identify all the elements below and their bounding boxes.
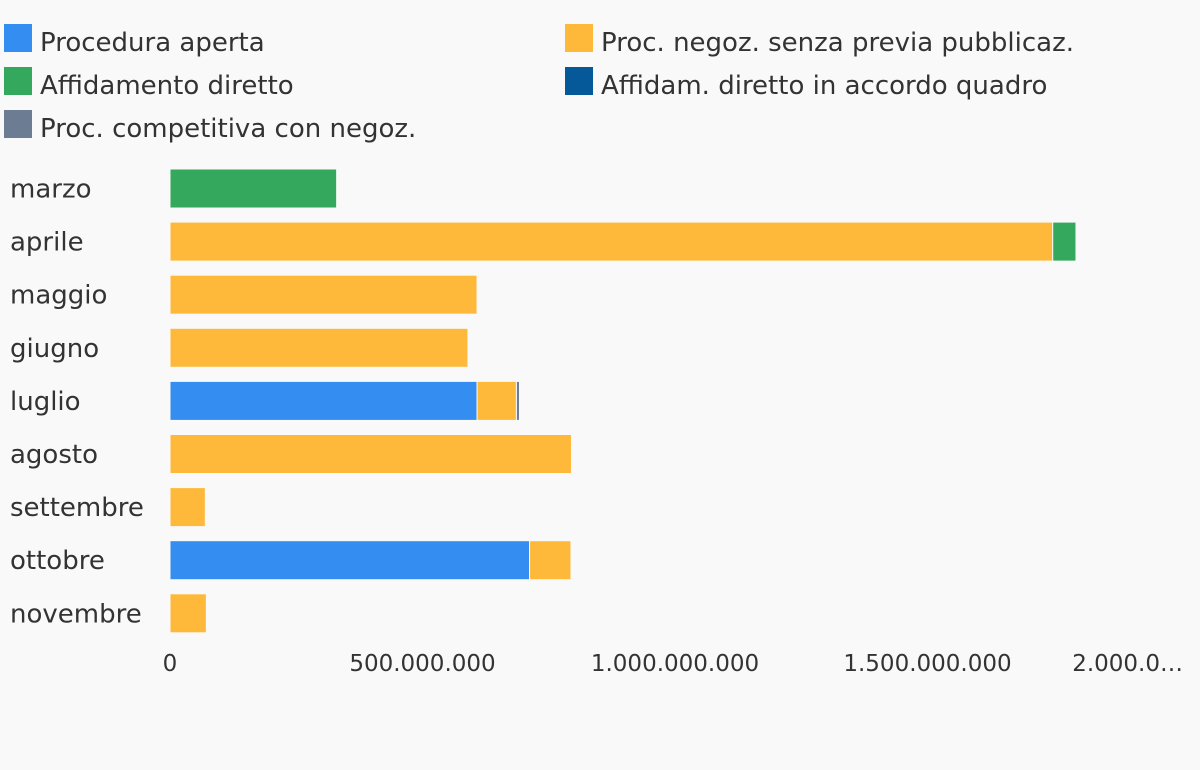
legend-label: Proc. negoz. senza previa pubblicaz. bbox=[601, 28, 1074, 58]
category-label-marzo: marzo bbox=[10, 175, 92, 205]
bar-luglio-proc-competitiva-con-negoz[interactable] bbox=[515, 380, 520, 421]
legend-label: Procedura aperta bbox=[40, 28, 265, 58]
x-tick-label: 500.000.000 bbox=[349, 651, 495, 677]
legend-swatch bbox=[4, 110, 32, 138]
bar-marzo-affidamento-diretto[interactable] bbox=[169, 168, 338, 209]
x-axis-ticks: 0 500.000.000 1.000.000.000 1.500.000.000 2.… bbox=[163, 651, 1183, 677]
category-label-giugno: giugno bbox=[10, 334, 99, 364]
bar-aprile-proc-negoz-senza-previa-pubblicaz[interactable] bbox=[169, 221, 1054, 262]
bar-maggio-proc-negoz-senza-previa-pubblicaz[interactable] bbox=[169, 274, 478, 315]
legend-item-proc-negoz-senza-previa-pubblicaz[interactable]: Proc. negoz. senza previa pubblicaz. bbox=[565, 24, 1074, 58]
legend-swatch bbox=[4, 24, 32, 52]
legend-label: Proc. competitiva con negoz. bbox=[40, 114, 416, 144]
category-label-aprile: aprile bbox=[10, 228, 84, 258]
bars-area bbox=[169, 168, 1077, 634]
category-label-maggio: maggio bbox=[10, 281, 107, 311]
legend-item-affidam-diretto-in-accordo-quadro[interactable]: Affidam. diretto in accordo quadro bbox=[565, 67, 1047, 101]
legend-item-affidamento-diretto[interactable]: Affidamento diretto bbox=[4, 67, 294, 101]
legend-item-proc-competitiva-con-negoz[interactable]: Proc. competitiva con negoz. bbox=[4, 110, 416, 144]
x-tick-label: 1.500.000.000 bbox=[843, 651, 1011, 677]
legend-swatch bbox=[4, 67, 32, 95]
legend-item-procedura-aperta[interactable]: Procedura aperta bbox=[4, 24, 265, 58]
bar-agosto-proc-negoz-senza-previa-pubblicaz[interactable] bbox=[169, 434, 572, 474]
x-tick-label: 0 bbox=[163, 651, 178, 677]
x-tick-label: 2.000.0… bbox=[1072, 651, 1183, 677]
bar-aprile-affidamento-diretto[interactable] bbox=[1052, 221, 1077, 262]
bar-settembre-proc-negoz-senza-previa-pubblicaz[interactable] bbox=[169, 487, 206, 528]
x-tick-label: 1.000.000.000 bbox=[591, 651, 759, 677]
category-label-ottobre: ottobre bbox=[10, 546, 105, 576]
legend-label: Affidam. diretto in accordo quadro bbox=[601, 71, 1047, 101]
category-labels: marzo aprile maggio giugno luglio agosto sette… bbox=[10, 175, 144, 630]
legend-label: Affidamento diretto bbox=[40, 71, 294, 101]
legend-swatch bbox=[565, 24, 593, 52]
category-label-novembre: novembre bbox=[10, 599, 142, 629]
bar-ottobre-procedura-aperta[interactable] bbox=[169, 540, 531, 581]
bar-luglio-procedura-aperta[interactable] bbox=[169, 380, 478, 421]
bar-novembre-proc-negoz-senza-previa-pubblicaz[interactable] bbox=[169, 593, 207, 634]
category-label-settembre: settembre bbox=[10, 493, 144, 523]
legend-swatch bbox=[565, 67, 593, 95]
category-label-agosto: agosto bbox=[10, 440, 98, 470]
bar-luglio-proc-negoz-senza-previa-pubblicaz[interactable] bbox=[476, 380, 517, 421]
category-label-luglio: luglio bbox=[10, 387, 81, 417]
bar-giugno-proc-negoz-senza-previa-pubblicaz[interactable] bbox=[169, 327, 469, 368]
bar-ottobre-proc-negoz-senza-previa-pubblicaz[interactable] bbox=[529, 540, 572, 581]
chart-legend: Procedura aperta Proc. negoz. senza previ… bbox=[4, 24, 1074, 144]
